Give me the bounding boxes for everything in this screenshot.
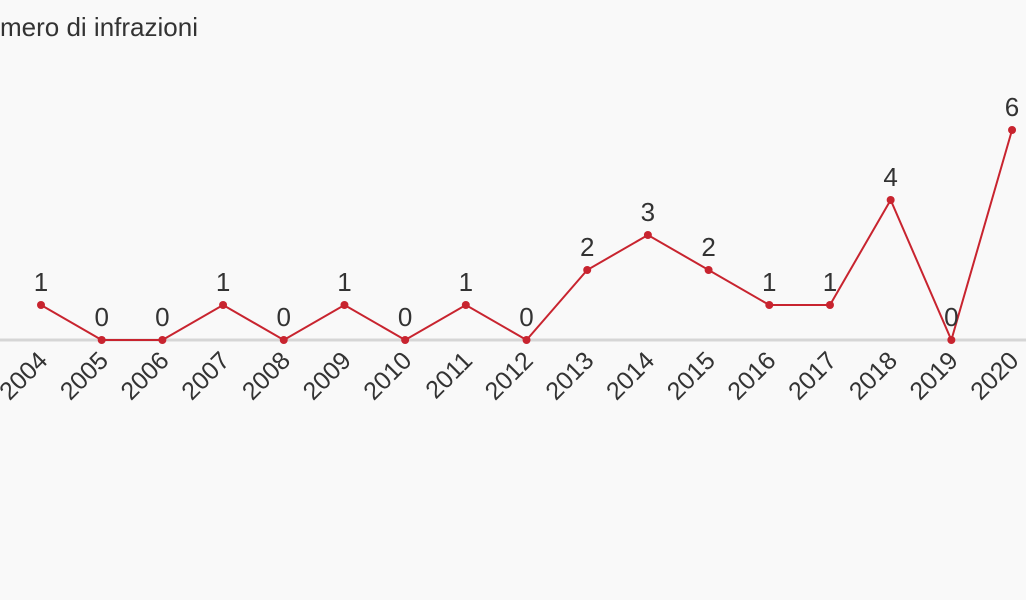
point — [522, 336, 531, 344]
data-label: 0 — [944, 302, 958, 332]
point — [461, 301, 470, 309]
point — [279, 336, 288, 344]
x-tick-label: 2010 — [358, 346, 417, 405]
data-label: 3 — [641, 197, 655, 227]
x-tick-label: 2015 — [662, 346, 721, 405]
data-label: 2 — [580, 232, 594, 262]
point — [1008, 126, 1017, 134]
data-label: 1 — [337, 267, 351, 297]
chart-title: mero di infrazioni — [0, 12, 198, 42]
data-label: 0 — [277, 302, 291, 332]
x-tick-label: 2016 — [722, 346, 781, 405]
x-tick-label: 2004 — [0, 346, 53, 405]
data-label: 4 — [883, 162, 897, 192]
x-tick-label: 2008 — [237, 346, 296, 405]
point — [947, 336, 956, 344]
point — [583, 266, 592, 274]
point — [643, 231, 652, 239]
x-tick-label: 2005 — [55, 346, 114, 405]
point — [825, 301, 834, 309]
point — [219, 301, 228, 309]
data-label: 1 — [823, 267, 837, 297]
data-label: 1 — [762, 267, 776, 297]
x-tick-label: 2018 — [844, 346, 903, 405]
data-label: 0 — [398, 302, 412, 332]
point — [158, 336, 167, 344]
data-label: 2 — [701, 232, 715, 262]
point — [97, 336, 106, 344]
x-tick-label: 2009 — [298, 346, 357, 405]
point — [765, 301, 774, 309]
point — [340, 301, 349, 309]
data-label: 0 — [94, 302, 108, 332]
data-label: 1 — [459, 267, 473, 297]
point — [37, 301, 45, 309]
data-label: 0 — [155, 302, 169, 332]
x-tick-label: 2017 — [783, 346, 842, 405]
x-tick-label: 2006 — [115, 346, 174, 405]
x-tick-label: 2013 — [540, 346, 599, 405]
data-label: 1 — [34, 267, 48, 297]
x-tick-label: 2011 — [420, 346, 478, 404]
x-tick-label: 2014 — [601, 346, 660, 405]
point — [401, 336, 410, 344]
x-tick-label: 2012 — [480, 346, 539, 405]
point — [704, 266, 713, 274]
x-tick-label: 2007 — [176, 346, 235, 405]
x-tick-label: 2019 — [904, 346, 963, 405]
data-label: 6 — [1005, 92, 1019, 122]
point — [886, 196, 895, 204]
data-label: 0 — [519, 302, 533, 332]
data-label: 1 — [216, 267, 230, 297]
x-tick-label: 2020 — [965, 346, 1024, 405]
